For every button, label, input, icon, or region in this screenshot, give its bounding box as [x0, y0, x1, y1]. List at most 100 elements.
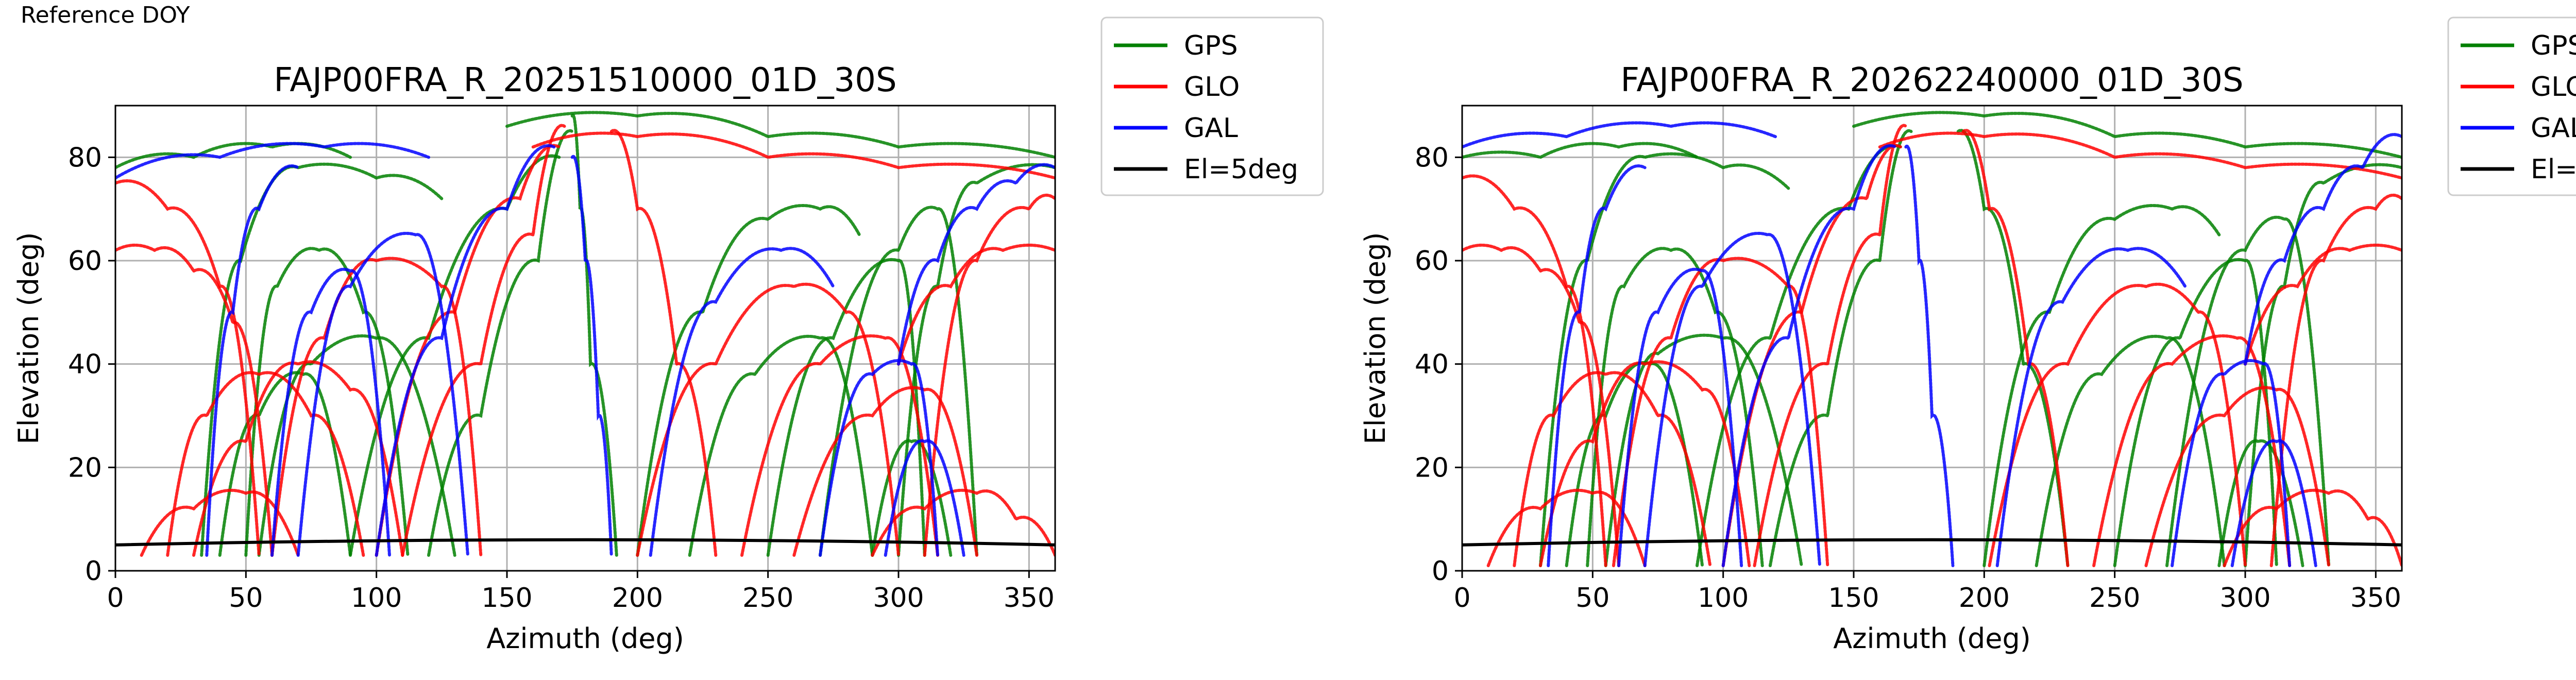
track-gps — [636, 204, 861, 557]
x-tick-label: 200 — [612, 583, 663, 614]
legend-label: GPS — [2531, 30, 2576, 61]
track-gps — [349, 154, 561, 557]
x-tick-label: 350 — [1004, 583, 1055, 614]
track-gal — [649, 247, 835, 557]
track-glo — [1961, 129, 2070, 567]
track-glo — [1513, 371, 1712, 567]
track-glo — [1988, 282, 2247, 567]
track-gps — [766, 258, 926, 557]
track-glo — [1539, 360, 1751, 567]
x-tick-label: 150 — [481, 583, 532, 614]
x-tick-label: 50 — [229, 583, 263, 614]
x-tick-label: 350 — [2350, 583, 2401, 614]
y-tick-label: 40 — [1415, 349, 1449, 380]
track-gal — [1904, 144, 1955, 567]
track-gps — [1539, 152, 1790, 567]
track-glo — [923, 193, 1055, 557]
track-gal — [1547, 164, 1647, 567]
x-tick-label: 0 — [1453, 583, 1470, 614]
legend-label: GPS — [1184, 30, 1238, 61]
track-glo — [897, 243, 1055, 366]
y-tick-label: 0 — [85, 556, 102, 587]
track-glo — [1612, 257, 1829, 567]
track-glo — [792, 386, 978, 557]
plot-area — [115, 111, 1055, 557]
track-gal — [115, 142, 430, 180]
track-glo — [1878, 131, 2402, 180]
chart-title: FAJP00FRA_R_20251510000_01D_30S — [274, 61, 896, 99]
track-gps — [1852, 111, 2402, 159]
x-tick-label: 100 — [351, 583, 402, 614]
track-gal — [819, 359, 939, 557]
x-tick-label: 50 — [1575, 583, 1609, 614]
track-gal — [1995, 247, 2187, 567]
track-glo — [531, 131, 1055, 180]
chart-panel-2: 0 50 100 150 200 250 300 350 0 20 40 60 80 FAJP00FRA_… — [1359, 16, 2576, 655]
legend-label: GLO — [1184, 72, 1240, 103]
track-gps — [688, 334, 874, 557]
track-glo — [375, 144, 561, 557]
track-glo — [1462, 174, 1607, 567]
track-gps — [1982, 203, 2221, 567]
track-gps — [819, 206, 978, 557]
legend-label: GLO — [2531, 72, 2576, 103]
legend-label: GAL — [2531, 113, 2576, 144]
track-glo — [2223, 488, 2402, 567]
track-gal — [1462, 121, 1777, 149]
x-tick-label: 250 — [2089, 583, 2140, 614]
plot-area — [1462, 111, 2402, 567]
track-glo — [609, 129, 718, 557]
x-tick-label: 300 — [873, 583, 924, 614]
track-glo — [166, 371, 365, 557]
track-gal — [2244, 133, 2402, 366]
track-gps — [2165, 215, 2331, 567]
track-gal — [375, 144, 556, 557]
legend: GPS GLO GAL El=5deg — [2447, 16, 2576, 196]
x-tick-label: 0 — [107, 583, 124, 614]
elevation-mask-line — [115, 538, 1055, 547]
track-glo — [1753, 124, 1908, 567]
track-gps — [871, 439, 953, 557]
track-gal — [296, 231, 469, 557]
y-tick-label: 40 — [68, 349, 102, 380]
reference-doy-label: Reference DOY — [21, 2, 190, 28]
track-glo — [401, 124, 566, 557]
track-gal — [570, 155, 613, 557]
track-gps — [505, 111, 1055, 159]
track-glo — [115, 243, 274, 557]
track-gal — [884, 439, 965, 557]
y-axis-label: Elevation (deg) — [1359, 232, 1392, 445]
elevation-mask-line — [1462, 538, 2402, 547]
track-glo — [636, 282, 900, 557]
track-gal — [2171, 359, 2292, 567]
track-gal — [270, 267, 391, 557]
y-tick-label: 0 — [1432, 556, 1449, 587]
axes-frame — [1461, 105, 2403, 572]
track-gps — [1462, 142, 1699, 159]
chart-title: FAJP00FRA_R_20262240000_01D_30S — [1620, 61, 2243, 99]
track-glo — [740, 334, 939, 557]
y-tick-label: 60 — [1415, 246, 1449, 277]
x-tick-label: 300 — [2219, 583, 2270, 614]
x-tick-label: 150 — [1828, 583, 1879, 614]
legend-label: El=5deg — [1184, 154, 1298, 185]
x-tick-label: 100 — [1698, 583, 1749, 614]
track-gal — [897, 163, 1055, 366]
x-axis-label: Azimuth (deg) — [1833, 622, 2031, 655]
track-gps — [570, 113, 618, 557]
track-gps — [427, 129, 574, 557]
y-tick-label: 80 — [1415, 142, 1449, 173]
x-axis-label: Azimuth (deg) — [486, 622, 684, 655]
track-gal — [2230, 439, 2317, 567]
x-tick-label: 250 — [742, 583, 793, 614]
track-gps — [1768, 129, 1913, 567]
track-glo — [192, 360, 404, 557]
track-glo — [1462, 243, 1620, 567]
track-gps — [1586, 247, 1764, 567]
track-gps — [244, 247, 410, 557]
track-gal — [1643, 231, 1822, 567]
x-tick-label: 200 — [1959, 583, 2010, 614]
y-tick-label: 20 — [1415, 452, 1449, 483]
track-gal — [1617, 267, 1743, 567]
